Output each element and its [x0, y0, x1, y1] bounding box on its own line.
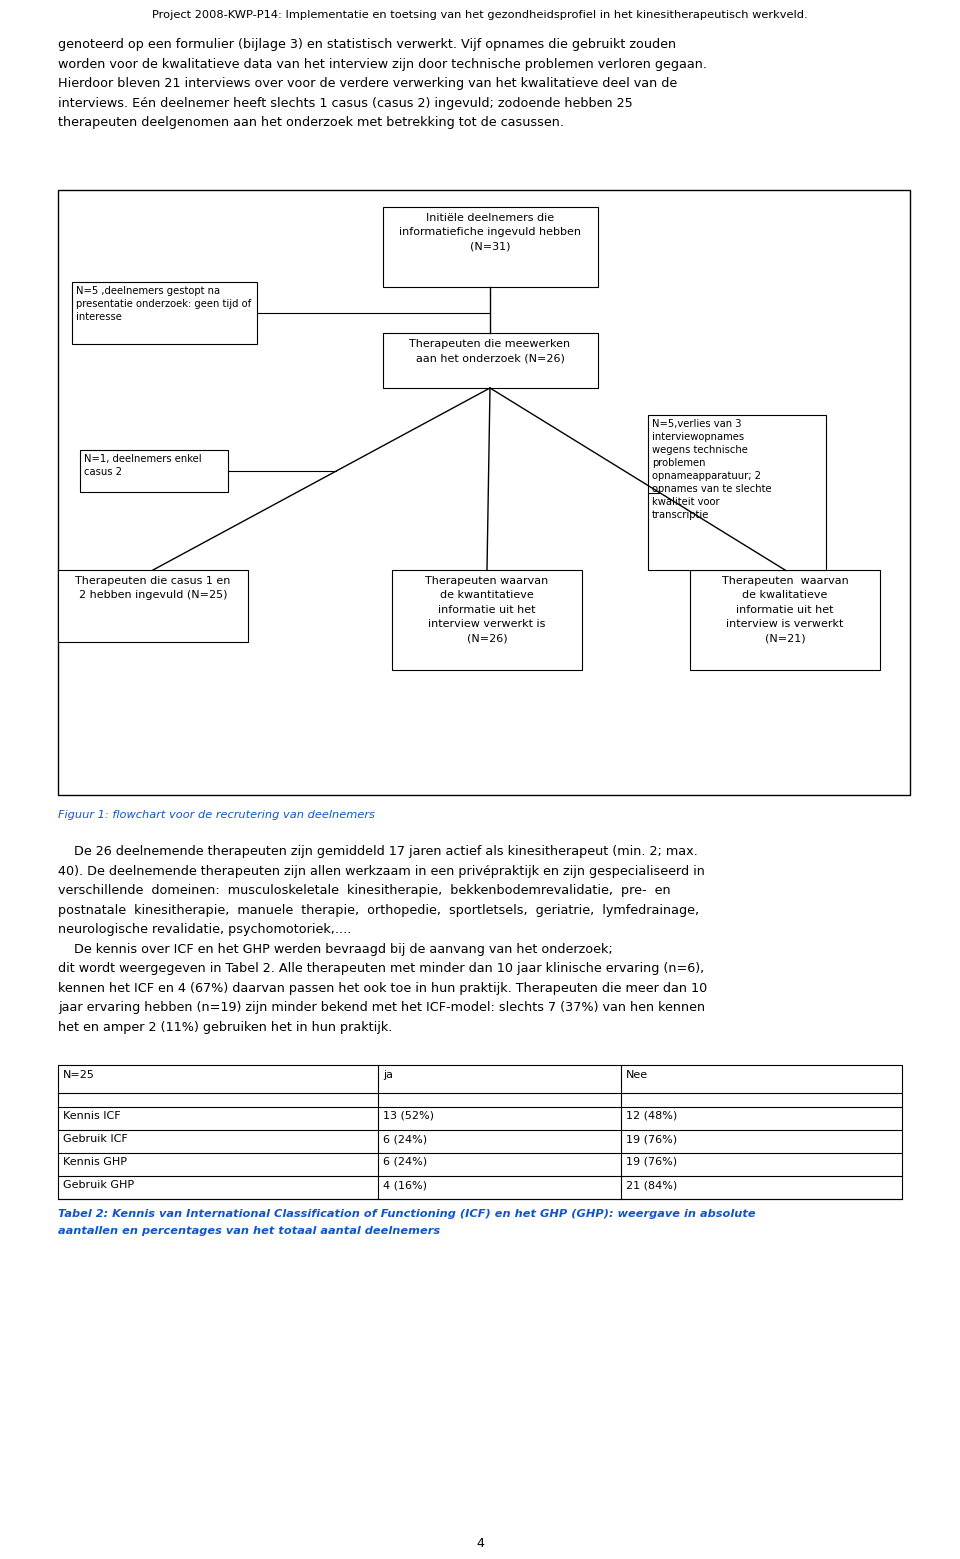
Bar	[72, 282, 257, 345]
Text: Kennis GHP: Kennis GHP	[63, 1157, 127, 1168]
Text: N=5 ,deelnemers gestopt na
presentatie onderzoek: geen tijd of
interesse: N=5 ,deelnemers gestopt na presentatie o…	[76, 285, 252, 323]
Text: neurologische revalidatie, psychomotoriek,....: neurologische revalidatie, psychomotorie…	[58, 923, 351, 935]
Text: postnatale  kinesitherapie,  manuele  therapie,  orthopedie,  sportletsels,  ger: postnatale kinesitherapie, manuele thera…	[58, 904, 699, 917]
Text: Tabel 2: Kennis van International Classification of Functioning (ICF) en het GHP: Tabel 2: Kennis van International Classi…	[58, 1208, 756, 1219]
Text: het en amper 2 (11%) gebruiken het in hun praktijk.: het en amper 2 (11%) gebruiken het in hu…	[58, 1021, 393, 1034]
Text: Initiële deelnemers die
informatiefiche ingevuld hebben
(N=31): Initiële deelnemers die informatiefiche …	[399, 214, 581, 253]
Text: N=25: N=25	[63, 1069, 95, 1080]
Text: 12 (48%): 12 (48%)	[626, 1112, 677, 1121]
Text: kennen het ICF en 4 (67%) daarvan passen het ook toe in hun praktijk. Therapeute: kennen het ICF en 4 (67%) daarvan passen…	[58, 982, 708, 995]
Text: Hierdoor bleven 21 interviews over voor de verdere verwerking van het kwalitatie: Hierdoor bleven 21 interviews over voor …	[58, 76, 677, 90]
Text: 6 (24%): 6 (24%)	[383, 1133, 427, 1144]
Text: 6 (24%): 6 (24%)	[383, 1157, 427, 1168]
Text: Therapeuten waarvan
de kwantitatieve
informatie uit het
interview verwerkt is
(N: Therapeuten waarvan de kwantitatieve inf…	[425, 575, 548, 644]
Bar	[690, 571, 880, 670]
Text: 19 (76%): 19 (76%)	[626, 1133, 677, 1144]
Text: Therapeuten die meewerken
aan het onderzoek (N=26): Therapeuten die meewerken aan het onderz…	[409, 338, 570, 363]
Text: 4: 4	[476, 1537, 484, 1550]
Bar	[648, 415, 826, 571]
Text: Nee: Nee	[626, 1069, 648, 1080]
Text: De kennis over ICF en het GHP werden bevraagd bij de aanvang van het onderzoek;: De kennis over ICF en het GHP werden bev…	[58, 943, 612, 956]
Text: 13 (52%): 13 (52%)	[383, 1112, 434, 1121]
Bar	[382, 334, 597, 388]
Text: N=5,verlies van 3
interviewopnames
wegens technische
problemen
opnameapparatuur;: N=5,verlies van 3 interviewopnames wegen…	[652, 419, 772, 521]
Text: genoteerd op een formulier (bijlage 3) en statistisch verwerkt. Vijf opnames die: genoteerd op een formulier (bijlage 3) e…	[58, 37, 676, 51]
Text: dit wordt weergegeven in Tabel 2. Alle therapeuten met minder dan 10 jaar klinis: dit wordt weergegeven in Tabel 2. Alle t…	[58, 962, 705, 974]
Text: De 26 deelnemende therapeuten zijn gemiddeld 17 jaren actief als kinesitherapeut: De 26 deelnemende therapeuten zijn gemid…	[58, 845, 698, 857]
Text: 40). De deelnemende therapeuten zijn allen werkzaam in een privépraktijk en zijn: 40). De deelnemende therapeuten zijn all…	[58, 865, 705, 878]
Text: aantallen en percentages van het totaal aantal deelnemers: aantallen en percentages van het totaal …	[58, 1225, 440, 1236]
Text: jaar ervaring hebben (n=19) zijn minder bekend met het ICF-model: slechts 7 (37%: jaar ervaring hebben (n=19) zijn minder …	[58, 1001, 706, 1013]
Bar	[58, 571, 248, 642]
Text: Gebruik ICF: Gebruik ICF	[63, 1133, 128, 1144]
Text: Gebruik GHP: Gebruik GHP	[63, 1180, 134, 1190]
Text: N=1, deelnemers enkel
casus 2: N=1, deelnemers enkel casus 2	[84, 454, 202, 477]
Text: worden voor de kwalitatieve data van het interview zijn door technische probleme: worden voor de kwalitatieve data van het…	[58, 58, 707, 70]
Text: Therapeuten  waarvan
de kwalitatieve
informatie uit het
interview is verwerkt
(N: Therapeuten waarvan de kwalitatieve info…	[722, 575, 849, 644]
Text: therapeuten deelgenomen aan het onderzoek met betrekking tot de casussen.: therapeuten deelgenomen aan het onderzoe…	[58, 115, 564, 129]
Bar	[58, 190, 910, 795]
Bar	[392, 571, 582, 670]
Text: 19 (76%): 19 (76%)	[626, 1157, 677, 1168]
Text: Kennis ICF: Kennis ICF	[63, 1112, 121, 1121]
Text: ja: ja	[383, 1069, 393, 1080]
Text: Figuur 1: flowchart voor de recrutering van deelnemers: Figuur 1: flowchart voor de recrutering …	[58, 811, 374, 820]
Text: Therapeuten die casus 1 en
2 hebben ingevuld (N=25): Therapeuten die casus 1 en 2 hebben inge…	[75, 575, 230, 600]
Text: verschillende  domeinen:  musculoskeletale  kinesitherapie,  bekkenbodemrevalida: verschillende domeinen: musculoskeletale…	[58, 884, 671, 896]
Bar	[80, 451, 228, 493]
Bar	[58, 1065, 902, 1199]
Text: 21 (84%): 21 (84%)	[626, 1180, 677, 1190]
Text: 4 (16%): 4 (16%)	[383, 1180, 427, 1190]
Text: interviews. Eén deelnemer heeft slechts 1 casus (casus 2) ingevuld; zodoende heb: interviews. Eén deelnemer heeft slechts …	[58, 97, 633, 109]
Text: Project 2008-KWP-P14: Implementatie en toetsing van het gezondheidsprofiel in he: Project 2008-KWP-P14: Implementatie en t…	[153, 9, 807, 20]
Bar	[382, 207, 597, 287]
